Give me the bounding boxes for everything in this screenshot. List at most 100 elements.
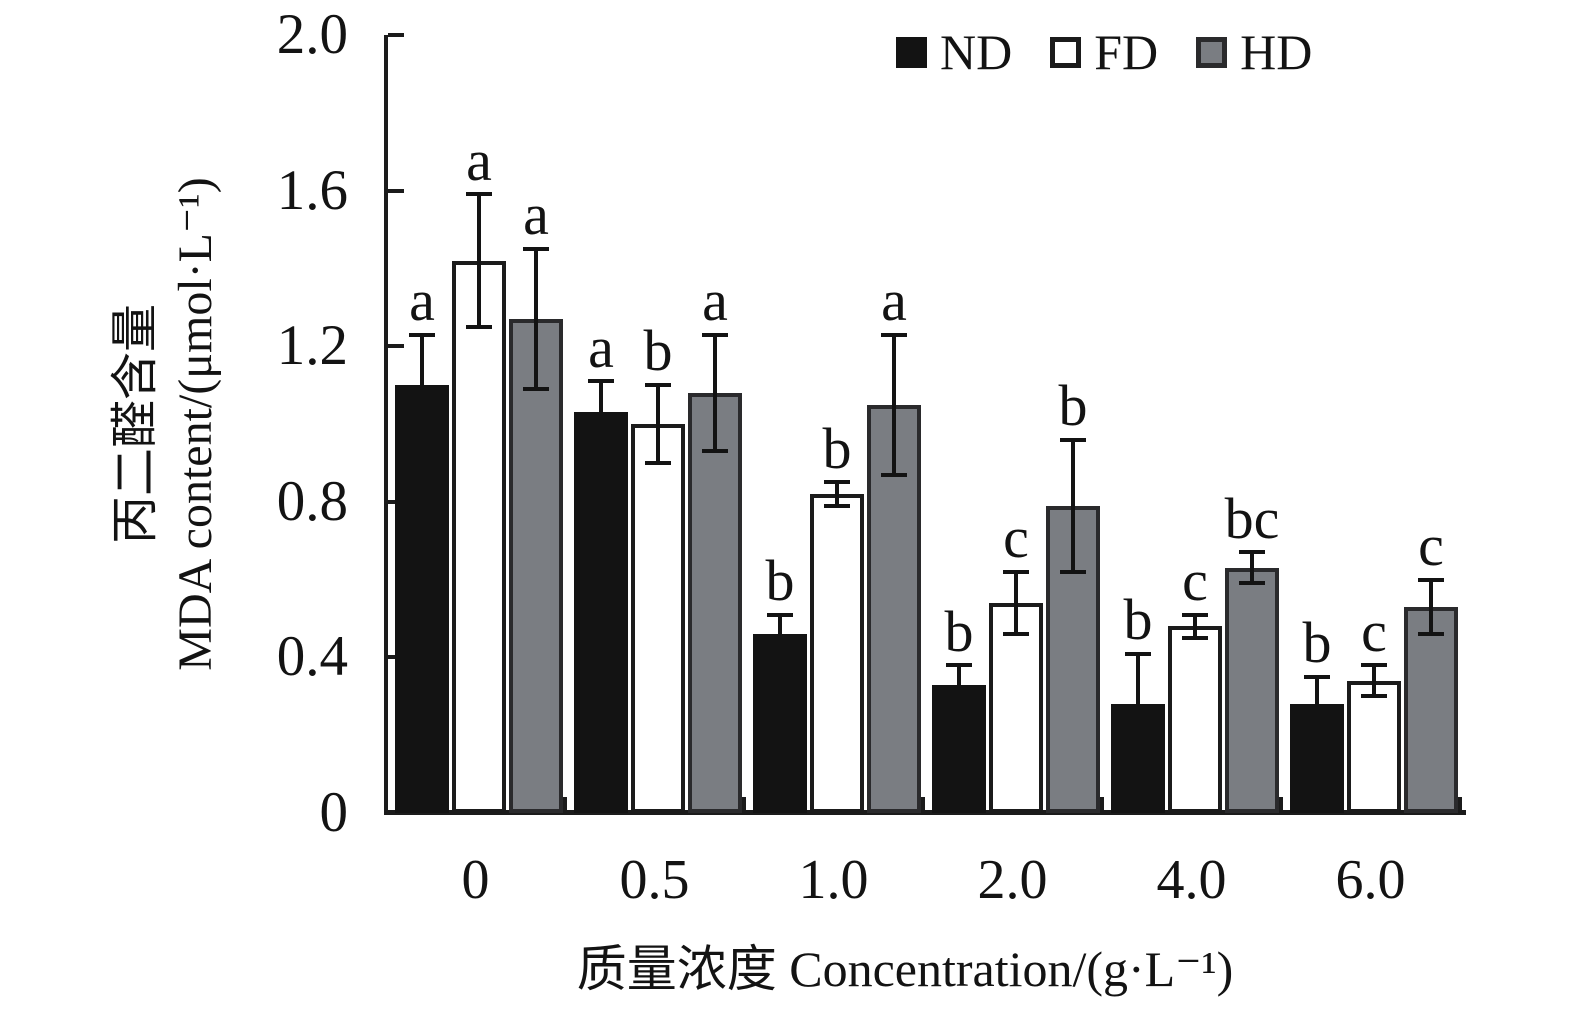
error-cap-bottom-ND-4.0 (1125, 752, 1151, 757)
error-cap-bottom-FD-0 (466, 324, 492, 329)
error-cap-top-HD-0.5 (702, 332, 728, 337)
error-cap-bottom-ND-6.0 (1304, 729, 1330, 734)
x-tick-boundary-3 (921, 797, 925, 811)
error-cap-bottom-HD-1.0 (881, 472, 907, 477)
x-tick-label-0: 0 (461, 849, 490, 911)
y-tick-1.2 (388, 344, 404, 349)
error-cap-top-ND-4.0 (1125, 651, 1151, 656)
error-cap-top-FD-2.0 (1003, 569, 1029, 574)
y-tick-label-0: 0 (319, 781, 349, 844)
x-tick-label-1.0: 1.0 (798, 849, 869, 911)
error-cap-bottom-ND-2.0 (946, 702, 972, 707)
x-tick-boundary-6 (1458, 797, 1462, 811)
legend-swatch-FD (1050, 36, 1082, 68)
y-tick-label-0.4: 0.4 (276, 625, 348, 689)
error-bar-FD-0.5 (656, 385, 660, 463)
error-cap-bottom-HD-0 (523, 386, 549, 391)
bar-HD-0 (509, 318, 563, 813)
error-cap-bottom-FD-6.0 (1361, 694, 1387, 699)
y-axis-title-en: MDA content/(μmol·L⁻¹) (169, 177, 222, 671)
y-tick-label-0.8: 0.8 (276, 469, 348, 533)
error-cap-bottom-FD-2.0 (1003, 632, 1029, 637)
error-cap-top-FD-0 (466, 192, 492, 197)
error-bar-HD-6.0 (1429, 579, 1433, 635)
sig-letter-FD-6.0: c (1361, 598, 1387, 664)
error-cap-bottom-FD-4.0 (1182, 635, 1208, 640)
error-bar-ND-0 (420, 334, 424, 436)
legend-swatch-ND (896, 36, 927, 68)
sig-letter-FD-0: a (466, 127, 492, 193)
error-cap-bottom-HD-6.0 (1418, 632, 1444, 637)
sig-letter-HD-0: a (523, 182, 549, 248)
sig-letter-HD-4.0: bc (1224, 485, 1280, 551)
bar-ND-0 (395, 385, 449, 813)
error-cap-top-ND-1.0 (767, 612, 793, 617)
y-tick-2.0 (388, 33, 404, 37)
error-bar-ND-1.0 (778, 614, 782, 654)
legend-item-HD: HD (1196, 24, 1312, 80)
x-tick-boundary-5 (1279, 797, 1283, 811)
error-cap-bottom-ND-1.0 (767, 651, 793, 656)
bar-FD-6.0 (1347, 680, 1401, 813)
bar-FD-4.0 (1168, 626, 1222, 813)
bar-HD-0.5 (688, 392, 742, 813)
legend-item-FD: FD (1050, 24, 1158, 80)
sig-letter-FD-2.0: c (1003, 505, 1029, 571)
sig-letter-FD-4.0: c (1182, 547, 1208, 613)
error-cap-bottom-ND-0.5 (588, 441, 614, 446)
error-bar-HD-1.0 (892, 334, 896, 475)
error-bar-HD-2.0 (1071, 439, 1075, 572)
x-axis-title: 质量浓度 Concentration/(g·L⁻¹) (576, 941, 1234, 997)
error-cap-top-FD-0.5 (645, 383, 671, 388)
error-cap-top-ND-2.0 (946, 663, 972, 668)
x-axis-line (384, 810, 1466, 815)
error-cap-top-FD-4.0 (1182, 612, 1208, 617)
sig-letter-ND-2.0: b (944, 598, 974, 664)
error-bar-HD-0 (534, 248, 538, 389)
y-axis-title: 丙二醛含量 MDA content/(μmol·L⁻¹) (106, 34, 226, 814)
y-tick-label-2.0: 2.0 (276, 3, 348, 66)
y-axis-title-cn: 丙二醛含量 (109, 304, 162, 545)
bar-FD-0.5 (631, 424, 685, 813)
x-tick-boundary-1 (563, 797, 567, 811)
legend-label-FD: FD (1094, 24, 1159, 80)
bar-ND-1.0 (753, 634, 807, 813)
error-cap-top-HD-1.0 (881, 332, 907, 337)
error-bar-ND-2.0 (957, 665, 961, 705)
error-cap-bottom-HD-4.0 (1239, 581, 1265, 586)
x-tick-label-6.0: 6.0 (1335, 849, 1406, 911)
y-axis-line (384, 35, 388, 815)
error-cap-top-HD-2.0 (1060, 437, 1086, 442)
legend-label-HD: HD (1240, 24, 1313, 80)
error-cap-bottom-ND-0 (409, 433, 435, 438)
x-tick-label-0.5: 0.5 (619, 849, 690, 911)
error-bar-FD-0 (477, 194, 481, 327)
legend-item-ND: ND (896, 24, 1012, 80)
bar-FD-1.0 (810, 494, 864, 813)
sig-letter-HD-0.5: a (702, 267, 728, 333)
sig-letter-ND-6.0: b (1302, 610, 1332, 676)
legend-swatch-HD (1196, 36, 1228, 68)
sig-letter-ND-0: a (409, 267, 435, 333)
sig-letter-HD-6.0: c (1418, 512, 1444, 578)
y-tick-1.6 (388, 188, 404, 193)
sig-letter-FD-1.0: b (822, 415, 852, 481)
x-tick-label-4.0: 4.0 (1156, 849, 1227, 911)
sig-letter-ND-1.0: b (765, 547, 795, 613)
error-bar-FD-1.0 (835, 482, 839, 506)
sig-letter-FD-0.5: b (643, 318, 673, 384)
error-bar-HD-4.0 (1250, 552, 1254, 584)
error-bar-FD-6.0 (1372, 665, 1376, 697)
error-cap-bottom-HD-0.5 (702, 449, 728, 454)
y-tick-label-1.2: 1.2 (276, 314, 348, 378)
legend: ND FD HD (896, 24, 1312, 80)
error-cap-top-FD-1.0 (824, 480, 850, 485)
error-cap-bottom-FD-0.5 (645, 460, 671, 465)
sig-letter-HD-1.0: a (881, 267, 907, 333)
bar-FD-0 (452, 260, 506, 813)
error-cap-top-HD-0 (523, 246, 549, 251)
error-cap-top-ND-6.0 (1304, 674, 1330, 679)
sig-letter-ND-4.0: b (1123, 586, 1153, 652)
error-cap-top-ND-0 (409, 332, 435, 337)
